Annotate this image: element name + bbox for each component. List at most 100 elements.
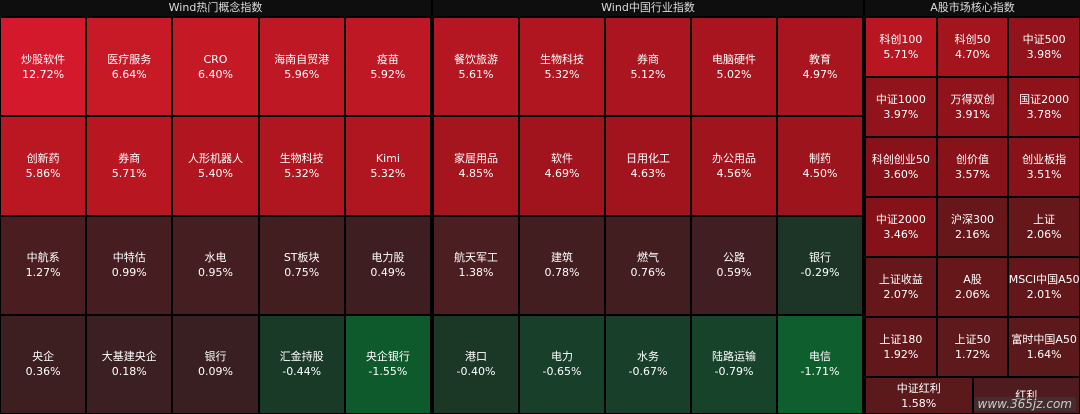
cell-name: 港口 bbox=[465, 350, 487, 364]
heatmap-cell[interactable]: A股 2.06% bbox=[936, 257, 1009, 317]
heatmap-cell[interactable]: 券商 5.71% bbox=[86, 116, 173, 216]
heatmap-cell[interactable]: 沪深300 2.16% bbox=[936, 197, 1009, 257]
cell-change: 0.95% bbox=[198, 266, 233, 280]
cell-change: 3.51% bbox=[1026, 168, 1062, 181]
heatmap-grid: 炒股软件 12.72% 医疗服务 6.64% CRO 6.40% 海南自贸港 5.96% 疫苗 5… bbox=[0, 17, 431, 414]
heatmap-cell[interactable]: 生物科技 5.32% bbox=[519, 17, 605, 117]
heatmap-cell[interactable]: 炒股软件 12.72% bbox=[0, 17, 87, 117]
cell-name: 央企银行 bbox=[365, 350, 410, 364]
cell-change: 1.72% bbox=[955, 348, 990, 361]
cell-change: 4.69% bbox=[544, 166, 580, 180]
heatmap-cell[interactable]: Kimi 5.32% bbox=[344, 116, 431, 216]
cell-change: 5.12% bbox=[630, 67, 666, 81]
heatmap-cell[interactable]: 疫苗 5.92% bbox=[344, 17, 431, 117]
heatmap-cell[interactable]: 创业板指 3.51% bbox=[1008, 137, 1080, 197]
heatmap-cell[interactable]: 央企银行 -1.55% bbox=[344, 314, 431, 414]
cell-name: 制药 bbox=[809, 151, 831, 165]
heatmap-cell[interactable]: 电力 -0.65% bbox=[519, 314, 605, 414]
heatmap-cell[interactable]: 万得双创 3.91% bbox=[936, 77, 1009, 137]
cell-change: 4.63% bbox=[630, 166, 666, 180]
cell-name: 银行 bbox=[809, 251, 831, 265]
heatmap-cell[interactable]: 中航系 1.27% bbox=[0, 215, 87, 315]
heatmap-cell[interactable]: 医疗服务 6.64% bbox=[86, 17, 173, 117]
heatmap-cell[interactable]: 央企 0.36% bbox=[0, 314, 87, 414]
heatmap-cell[interactable]: 科创创业50 3.60% bbox=[865, 137, 937, 197]
heatmap-cell[interactable]: ST板块 0.75% bbox=[258, 215, 345, 315]
heatmap-cell[interactable]: 银行 0.09% bbox=[172, 314, 259, 414]
cell-name: 办公用品 bbox=[712, 151, 756, 165]
heatmap-cell[interactable]: 制药 4.50% bbox=[777, 116, 863, 216]
heatmap-cell[interactable]: 建筑 0.78% bbox=[519, 215, 605, 315]
cell-change: 0.75% bbox=[284, 266, 320, 280]
cell-change: -0.40% bbox=[456, 365, 496, 379]
cell-name: 人形机器人 bbox=[187, 151, 243, 165]
heatmap-cell[interactable]: 上证收益 2.07% bbox=[865, 257, 937, 317]
cell-name: 航天军工 bbox=[454, 251, 498, 265]
cell-change: 5.32% bbox=[284, 166, 320, 180]
cell-name: 创业板指 bbox=[1022, 153, 1067, 166]
cell-change: 2.01% bbox=[1026, 288, 1062, 301]
cell-name: 大基建央企 bbox=[101, 350, 157, 364]
heatmap-cell[interactable]: 中证500 3.98% bbox=[1008, 17, 1080, 77]
heatmap-cell[interactable]: 电脑硬件 5.02% bbox=[691, 17, 777, 117]
cell-change: 1.27% bbox=[25, 266, 61, 280]
cell-change: 4.70% bbox=[955, 48, 990, 61]
heatmap-cell[interactable]: 教育 4.97% bbox=[777, 17, 863, 117]
heatmap-cell[interactable]: 燃气 0.76% bbox=[605, 215, 691, 315]
heatmap-cell[interactable]: 银行 -0.29% bbox=[777, 215, 863, 315]
heatmap-cell[interactable]: 港口 -0.40% bbox=[433, 314, 519, 414]
heatmap-cell[interactable]: 软件 4.69% bbox=[519, 116, 605, 216]
heatmap-cell[interactable]: 日用化工 4.63% bbox=[605, 116, 691, 216]
heatmap-cell[interactable]: 科创50 4.70% bbox=[936, 17, 1009, 77]
heatmap-cell[interactable]: 中特估 0.99% bbox=[86, 215, 173, 315]
heatmap-cell[interactable]: 水电 0.95% bbox=[172, 215, 259, 315]
heatmap-cell[interactable]: 券商 5.12% bbox=[605, 17, 691, 117]
heatmap-cell[interactable]: 创新药 5.86% bbox=[0, 116, 87, 216]
heatmap-cell[interactable]: 海南自贸港 5.96% bbox=[258, 17, 345, 117]
heatmap-cell[interactable]: 水务 -0.67% bbox=[605, 314, 691, 414]
cell-name: 创价值 bbox=[955, 153, 989, 166]
heatmap-cell[interactable]: 陆路运输 -0.79% bbox=[691, 314, 777, 414]
cell-change: 2.06% bbox=[955, 288, 990, 301]
heatmap-cell[interactable]: 中证2000 3.46% bbox=[865, 197, 937, 257]
cell-change: -0.67% bbox=[628, 365, 668, 379]
cell-change: -0.29% bbox=[800, 266, 840, 280]
cell-change: 4.56% bbox=[716, 166, 752, 180]
heatmap-cell[interactable]: 上证50 1.72% bbox=[936, 317, 1009, 377]
heatmap-cell[interactable]: 航天军工 1.38% bbox=[433, 215, 519, 315]
heatmap-cell[interactable]: 办公用品 4.56% bbox=[691, 116, 777, 216]
heatmap-cell[interactable]: 人形机器人 5.40% bbox=[172, 116, 259, 216]
heatmap-cell[interactable]: 上证180 1.92% bbox=[865, 317, 937, 377]
heatmap-cell[interactable]: 富时中国A50 1.64% bbox=[1008, 317, 1080, 377]
cell-name: 建筑 bbox=[551, 251, 573, 265]
heatmap-cell[interactable]: 中证1000 3.97% bbox=[865, 77, 937, 137]
cell-name: 央企 bbox=[32, 350, 55, 364]
heatmap-cell[interactable]: MSCI中国A50 2.01% bbox=[1008, 257, 1080, 317]
cell-name: 科创创业50 bbox=[871, 153, 930, 166]
heatmap-cell[interactable]: 大基建央企 0.18% bbox=[86, 314, 173, 414]
cell-change: -0.65% bbox=[542, 365, 582, 379]
cell-name: 医疗服务 bbox=[107, 52, 152, 66]
heatmap-cell[interactable]: 公路 0.59% bbox=[691, 215, 777, 315]
heatmap-cell[interactable]: 电信 -1.71% bbox=[777, 314, 863, 414]
heatmap-cell[interactable]: CRO 6.40% bbox=[172, 17, 259, 117]
cell-change: 3.91% bbox=[955, 108, 990, 121]
cell-name: 创新药 bbox=[26, 151, 60, 165]
heatmap-cell[interactable]: 中证红利 1.58% bbox=[865, 377, 973, 414]
heatmap-cell[interactable]: 家居用品 4.85% bbox=[433, 116, 519, 216]
cell-name: ST板块 bbox=[283, 251, 320, 265]
cell-change: 0.99% bbox=[111, 266, 147, 280]
heatmap-cell[interactable]: 上证 2.06% bbox=[1008, 197, 1080, 257]
heatmap-cell[interactable]: 创价值 3.57% bbox=[936, 137, 1009, 197]
heatmap-cell[interactable]: 餐饮旅游 5.61% bbox=[433, 17, 519, 117]
heatmap-cell[interactable]: 国证2000 3.78% bbox=[1008, 77, 1080, 137]
cell-name: 海南自贸港 bbox=[274, 52, 330, 66]
heatmap-cell[interactable]: 电力股 0.49% bbox=[344, 215, 431, 315]
heatmap-cell[interactable]: 生物科技 5.32% bbox=[258, 116, 345, 216]
cell-change: 0.78% bbox=[544, 266, 580, 280]
heatmap-cell[interactable]: 科创100 5.71% bbox=[865, 17, 937, 77]
heatmap-cell[interactable]: 汇金持股 -0.44% bbox=[258, 314, 345, 414]
cell-name: 生物科技 bbox=[540, 52, 584, 66]
core-index-panel: A股市场核心指数 科创100 5.71% 科创50 4.70% 中证500 3.98% 中证… bbox=[865, 0, 1080, 414]
watermark: www.365jz.com bbox=[973, 397, 1076, 411]
